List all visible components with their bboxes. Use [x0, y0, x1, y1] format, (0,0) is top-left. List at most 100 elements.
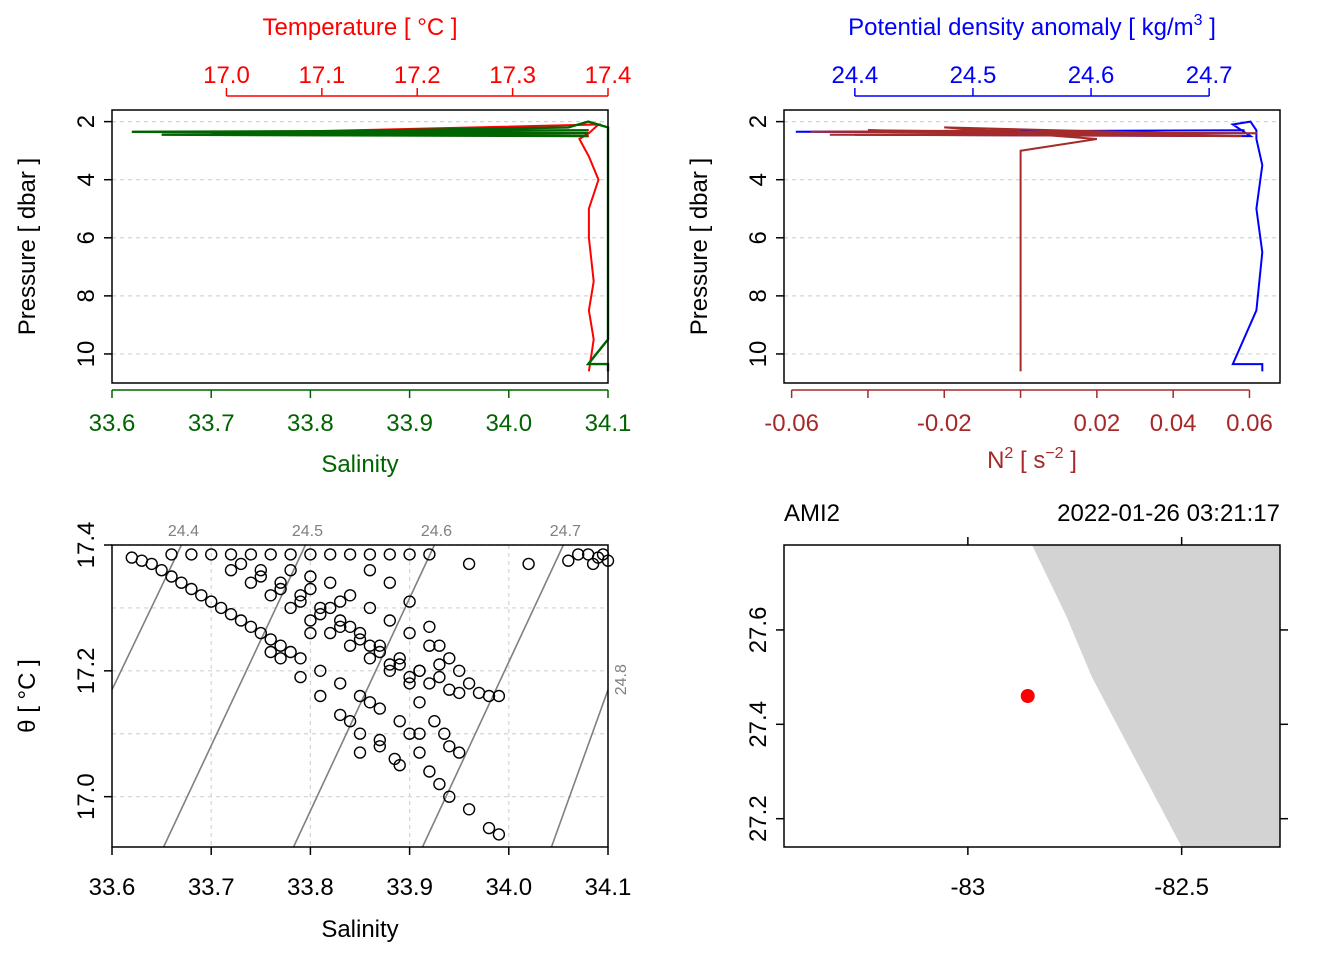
- x-tick-label: 33.8: [287, 874, 334, 901]
- station-datetime: 2022-01-26 03:21:17: [1057, 500, 1280, 527]
- isopycnal-line: [292, 545, 436, 847]
- ts-point: [438, 727, 451, 740]
- ts-point: [145, 557, 158, 571]
- ts-point: [423, 677, 436, 690]
- ts-point: [304, 548, 317, 561]
- ts-point: [343, 639, 357, 652]
- ts-point: [443, 740, 456, 753]
- ts-point: [403, 677, 416, 690]
- ts-point: [462, 557, 476, 571]
- ts-point: [244, 548, 258, 561]
- top-tick-label: 24.4: [831, 62, 878, 89]
- y-tick-label: 6: [745, 231, 772, 244]
- y-tick-label: 27.6: [745, 607, 772, 654]
- salinity-profile-line: [131, 120, 610, 372]
- ts-point: [274, 652, 287, 665]
- ts-point: [383, 664, 396, 677]
- ts-point: [274, 639, 287, 652]
- ts-point: [373, 733, 386, 747]
- ts-point: [294, 670, 307, 684]
- isopycnal-label: 24.8: [613, 664, 630, 695]
- y-tick-label: 17.0: [73, 773, 100, 820]
- x-tick-label: 33.6: [89, 874, 136, 901]
- ts-point: [334, 595, 347, 608]
- ts-point: [433, 639, 446, 652]
- ts-point: [294, 589, 307, 602]
- top-tick-label: 24.7: [1186, 62, 1233, 89]
- station-marker: [1020, 689, 1035, 703]
- ts-point: [284, 548, 297, 561]
- ts-point: [304, 570, 317, 583]
- station-label: AMI2: [784, 500, 840, 527]
- ts-point: [403, 626, 416, 640]
- temperature-profile-line: [159, 123, 602, 372]
- ts-point: [324, 548, 337, 561]
- ts-point: [433, 670, 446, 684]
- top-tick-label: 24.5: [950, 62, 997, 89]
- ts-point: [453, 686, 466, 700]
- ts-point: [363, 564, 377, 577]
- ts-point: [562, 554, 575, 567]
- ts-point: [195, 589, 208, 602]
- ts-point: [204, 595, 218, 608]
- ts-point: [224, 608, 238, 621]
- ts-point: [492, 689, 506, 703]
- ts-point: [343, 548, 357, 561]
- x-tick-label: 33.9: [386, 874, 433, 901]
- ts-point: [423, 765, 436, 778]
- ts-point: [234, 614, 248, 627]
- ts-point: [363, 548, 377, 561]
- top-tick-label: 17.0: [203, 62, 250, 89]
- ts-point: [234, 557, 248, 571]
- x-axis-label: Salinity: [321, 916, 398, 943]
- ts-point: [324, 626, 337, 640]
- y-tick-label: 10: [745, 341, 772, 368]
- isopycnal-label: 24.5: [292, 523, 323, 540]
- ts-point: [363, 639, 377, 652]
- ts-point: [343, 589, 357, 602]
- ts-point: [314, 608, 327, 621]
- ts-point: [393, 759, 406, 772]
- ts-point: [572, 548, 585, 561]
- ts-point: [403, 727, 416, 740]
- ts-point: [254, 626, 267, 640]
- ts-point: [304, 626, 317, 640]
- ts-point: [294, 595, 307, 608]
- ts-point: [204, 548, 218, 561]
- ts-point: [413, 696, 426, 709]
- plot-frame: [111, 109, 609, 384]
- ts-point: [423, 548, 436, 561]
- ts-point: [224, 564, 238, 577]
- ts-point: [453, 746, 466, 759]
- top-tick-label: 24.6: [1068, 62, 1115, 89]
- land-polygon: [1032, 545, 1280, 847]
- ts-point: [403, 548, 416, 561]
- ts-point: [175, 576, 188, 589]
- ts-point: [314, 664, 327, 677]
- ts-point: [586, 557, 600, 571]
- y-tick-label: 2: [745, 115, 772, 128]
- ts-point: [314, 601, 327, 615]
- y-tick-label: 17.4: [73, 522, 100, 569]
- ts-point: [185, 548, 198, 561]
- ts-point: [373, 740, 386, 753]
- ts-point: [453, 664, 466, 677]
- y-tick-label: 27.4: [745, 701, 772, 748]
- bottom-tick-label: 33.9: [386, 410, 433, 437]
- ts-point: [294, 652, 307, 665]
- ts-point: [428, 715, 441, 728]
- ts-point: [324, 576, 337, 589]
- ts-point: [284, 601, 297, 615]
- ts-point: [393, 658, 406, 671]
- ts-point: [443, 652, 456, 665]
- bottom-tick-label: 0.04: [1150, 410, 1197, 437]
- ts-point: [383, 576, 396, 589]
- plot-frame: [111, 544, 609, 848]
- ts-point: [214, 601, 228, 615]
- x-tick-label: -82.5: [1154, 874, 1209, 901]
- y-tick-label: 6: [73, 231, 100, 244]
- ts-point: [304, 582, 317, 596]
- ts-point: [264, 548, 277, 561]
- y-tick-label: 8: [73, 289, 100, 302]
- isopycnal-line: [162, 545, 307, 847]
